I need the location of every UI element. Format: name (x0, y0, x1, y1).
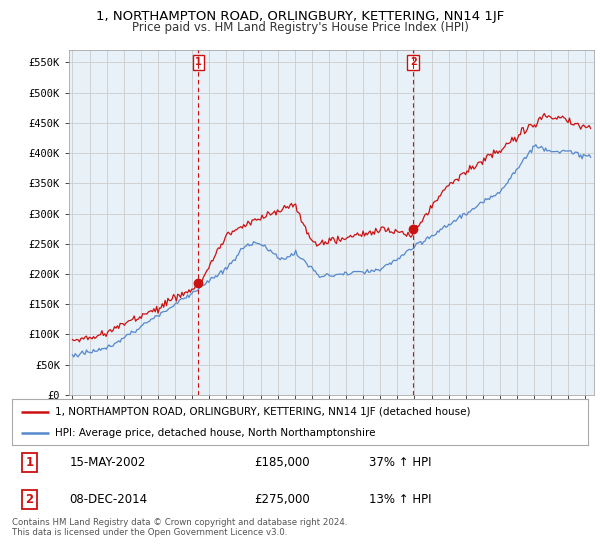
Text: 1, NORTHAMPTON ROAD, ORLINGBURY, KETTERING, NN14 1JF (detached house): 1, NORTHAMPTON ROAD, ORLINGBURY, KETTERI… (55, 407, 471, 417)
Text: 2: 2 (25, 493, 34, 506)
Text: £275,000: £275,000 (254, 493, 310, 506)
Text: HPI: Average price, detached house, North Northamptonshire: HPI: Average price, detached house, Nort… (55, 428, 376, 438)
Text: 1, NORTHAMPTON ROAD, ORLINGBURY, KETTERING, NN14 1JF: 1, NORTHAMPTON ROAD, ORLINGBURY, KETTERI… (96, 10, 504, 23)
Text: 15-MAY-2002: 15-MAY-2002 (70, 456, 146, 469)
Text: 2: 2 (410, 58, 416, 67)
Text: £185,000: £185,000 (254, 456, 310, 469)
Text: 37% ↑ HPI: 37% ↑ HPI (369, 456, 431, 469)
Text: 13% ↑ HPI: 13% ↑ HPI (369, 493, 431, 506)
Bar (199, 50, 413, 395)
Text: Contains HM Land Registry data © Crown copyright and database right 2024.
This d: Contains HM Land Registry data © Crown c… (12, 518, 347, 538)
Text: 1: 1 (195, 58, 202, 67)
Text: 08-DEC-2014: 08-DEC-2014 (70, 493, 148, 506)
Text: 1: 1 (25, 456, 34, 469)
Text: Price paid vs. HM Land Registry's House Price Index (HPI): Price paid vs. HM Land Registry's House … (131, 21, 469, 34)
